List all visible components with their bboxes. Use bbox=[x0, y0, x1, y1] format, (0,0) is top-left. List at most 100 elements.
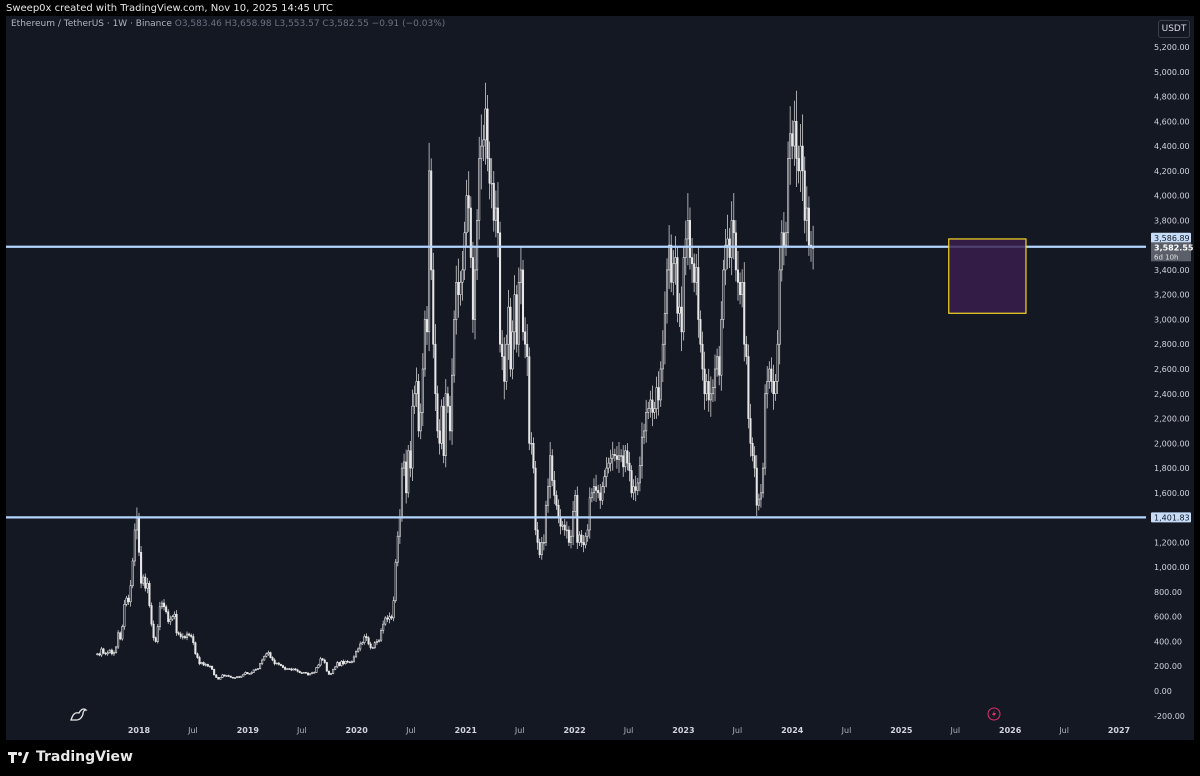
price-candle bbox=[300, 671, 303, 674]
price-candle bbox=[344, 660, 347, 665]
price-candle bbox=[229, 675, 232, 678]
price-candle bbox=[196, 652, 199, 659]
price-candle bbox=[115, 645, 118, 654]
price-candle bbox=[688, 207, 692, 270]
price-candle bbox=[551, 449, 554, 487]
price-candle bbox=[620, 449, 623, 463]
price-tick-label: 4,200.00 bbox=[1154, 167, 1190, 176]
tradingview-logo[interactable]: TradingView bbox=[8, 749, 133, 765]
tradingview-brand: TradingView bbox=[36, 749, 133, 765]
price-candle bbox=[505, 334, 508, 390]
price-tick-label: 800.00 bbox=[1154, 588, 1182, 597]
price-candle bbox=[780, 220, 783, 282]
price-candle bbox=[530, 432, 533, 455]
time-tick-label: 2019 bbox=[237, 726, 260, 735]
price-chart[interactable]: -200.00 0.00 200.00 400.00 600.00 800.00 1,000… bbox=[6, 16, 1194, 740]
price-candle bbox=[595, 474, 598, 503]
price-candle bbox=[246, 671, 249, 675]
price-candle bbox=[707, 368, 710, 412]
price-candle bbox=[611, 441, 614, 471]
price-candle bbox=[202, 661, 205, 667]
price-candle bbox=[734, 220, 737, 282]
chart-panel[interactable]: -200.00 0.00 200.00 400.00 600.00 800.00 1,000… bbox=[6, 16, 1194, 740]
price-candle bbox=[436, 385, 439, 439]
price-candle bbox=[407, 444, 410, 498]
price-candle bbox=[726, 214, 729, 270]
price-candle bbox=[146, 577, 149, 594]
price-candle bbox=[617, 442, 621, 473]
highlight-zone[interactable] bbox=[948, 238, 1027, 314]
price-candle bbox=[392, 596, 395, 622]
price-candle bbox=[411, 389, 414, 482]
price-candle bbox=[538, 538, 541, 559]
price-tick-label: 4,800.00 bbox=[1154, 93, 1190, 102]
price-candle bbox=[799, 123, 802, 192]
ohlc-values: O3,583.46 H3,658.98 L3,553.57 C3,582.55 … bbox=[174, 19, 446, 29]
price-candle bbox=[686, 193, 689, 266]
price-candle bbox=[603, 469, 606, 494]
chart-author-caption: Sweep0x created with TradingView.com, No… bbox=[6, 3, 333, 14]
price-candle bbox=[442, 397, 445, 464]
price-candle bbox=[521, 259, 525, 341]
price-candle bbox=[649, 390, 652, 418]
price-candle bbox=[233, 677, 237, 679]
price-candle bbox=[536, 522, 539, 550]
price-candle bbox=[542, 534, 545, 551]
price-candle bbox=[371, 646, 374, 649]
price-candle bbox=[307, 672, 310, 676]
price-tick-label: 2,400.00 bbox=[1154, 390, 1190, 399]
price-candle bbox=[321, 657, 324, 661]
price-candle bbox=[557, 499, 560, 524]
price-candle bbox=[774, 373, 777, 401]
price-candle bbox=[267, 650, 270, 656]
price-candle bbox=[135, 507, 138, 540]
price-tick-label: 4,600.00 bbox=[1154, 117, 1190, 126]
price-candle bbox=[102, 647, 105, 655]
svg-text:3,582.55: 3,582.55 bbox=[1154, 243, 1194, 252]
price-candle bbox=[797, 145, 800, 184]
price-candle bbox=[213, 668, 216, 676]
price-candle bbox=[459, 271, 462, 306]
lightning-icon[interactable] bbox=[987, 707, 1001, 721]
time-tick-label: Jul bbox=[732, 726, 743, 735]
price-tick-label: 3,000.00 bbox=[1154, 315, 1190, 324]
price-candle bbox=[252, 669, 255, 673]
price-candle bbox=[298, 670, 301, 674]
time-tick-label: Jul bbox=[296, 726, 307, 735]
price-candle bbox=[363, 634, 366, 645]
price-candle bbox=[741, 269, 744, 308]
price-tick-label: 5,200.00 bbox=[1154, 43, 1190, 52]
price-candle bbox=[403, 453, 406, 477]
price-candle bbox=[265, 652, 268, 658]
price-candle bbox=[682, 247, 685, 341]
price-candle bbox=[695, 253, 698, 296]
price-candle bbox=[380, 628, 383, 643]
price-candle bbox=[574, 489, 577, 517]
price-candle bbox=[755, 455, 758, 517]
price-candle bbox=[793, 100, 796, 166]
price-candle bbox=[390, 614, 393, 620]
price-candle bbox=[471, 241, 474, 333]
price-candle bbox=[183, 635, 186, 640]
price-candle bbox=[269, 651, 272, 659]
price-candle bbox=[659, 361, 662, 407]
price-candle bbox=[647, 401, 650, 420]
symbol-name: Ethereum / TetherUS · 1W · Binance bbox=[11, 19, 172, 29]
price-candle bbox=[601, 481, 604, 505]
price-candle bbox=[534, 460, 537, 536]
price-candle bbox=[732, 193, 735, 260]
price-candle bbox=[144, 573, 147, 592]
price-candle bbox=[501, 330, 504, 371]
price-candle bbox=[281, 664, 285, 669]
price-candle bbox=[440, 399, 443, 450]
currency-badge[interactable]: USDT bbox=[1158, 20, 1190, 38]
price-candle bbox=[488, 141, 491, 200]
time-tick-label: 2023 bbox=[672, 726, 694, 735]
price-candle bbox=[284, 666, 287, 671]
price-candle bbox=[409, 440, 412, 478]
price-candle bbox=[329, 672, 333, 676]
price-candle bbox=[248, 672, 251, 675]
symbol-legend: Ethereum / TetherUS · 1W · Binance O3,58… bbox=[11, 19, 445, 29]
price-candle bbox=[678, 293, 681, 327]
